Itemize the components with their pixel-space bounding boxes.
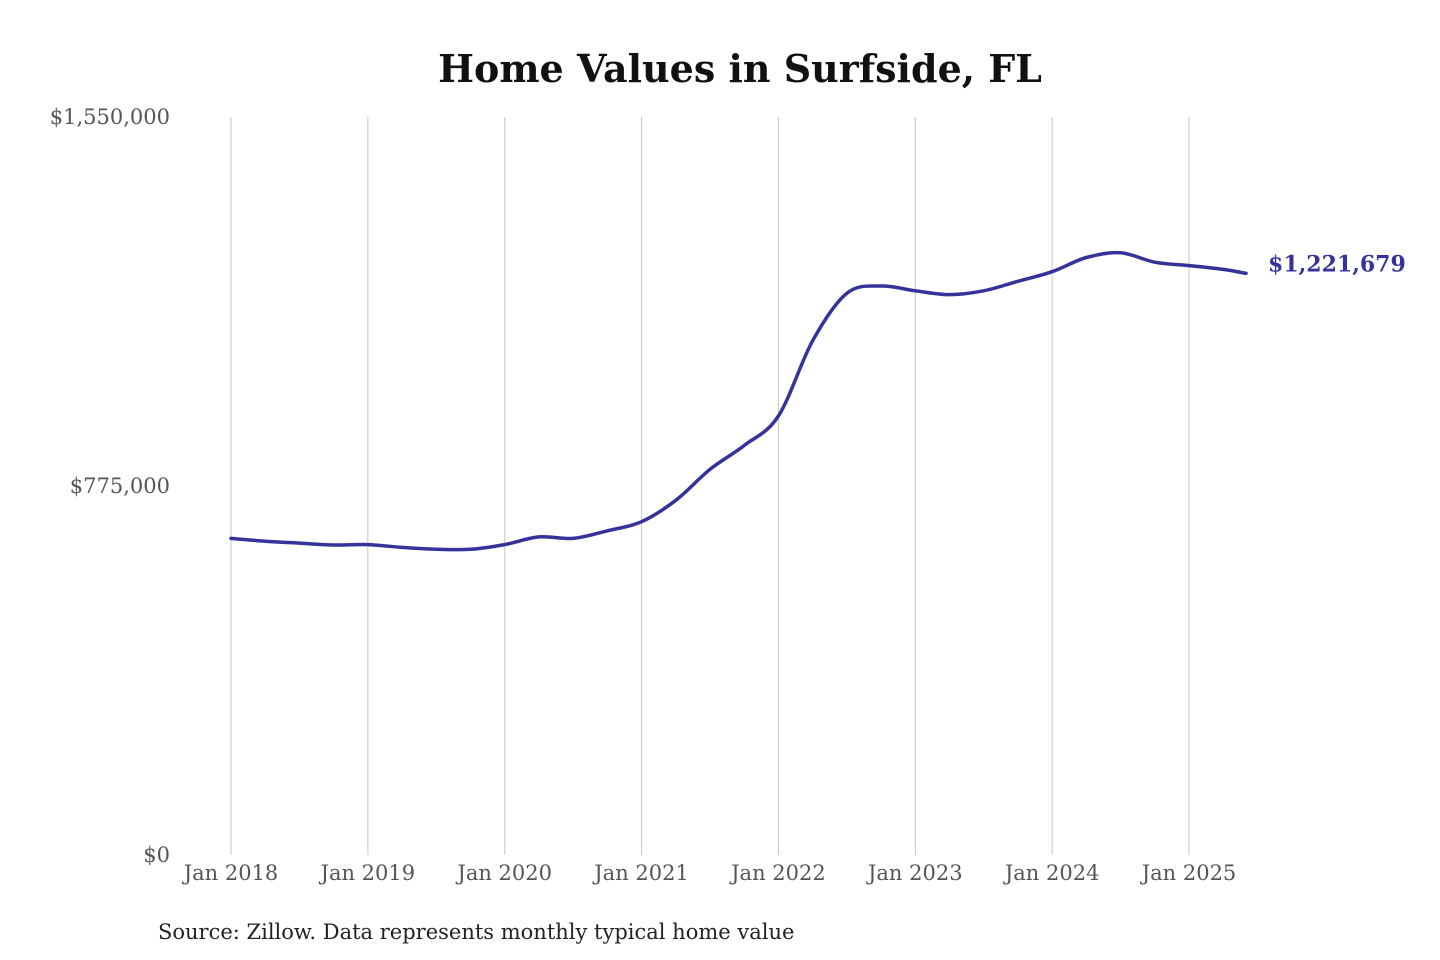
x-tick-label-5: Jan 2023 [866, 861, 963, 885]
source-note: Source: Zillow. Data represents monthly … [158, 920, 794, 944]
x-tick-label-4: Jan 2022 [729, 861, 826, 885]
y-tick-label-0: $0 [143, 843, 170, 867]
y-tick-label-2: $1,550,000 [50, 105, 170, 129]
x-tick-label-6: Jan 2024 [1003, 861, 1100, 885]
series-line [229, 250, 1248, 552]
x-tick-label-1: Jan 2019 [319, 861, 416, 885]
end-value-label: $1,221,679 [1268, 251, 1406, 277]
chart-title: Home Values in Surfside, FL [438, 46, 1042, 91]
grid-lines [230, 117, 1190, 855]
x-tick-label-2: Jan 2020 [455, 861, 552, 885]
y-tick-label-1: $775,000 [70, 474, 170, 498]
y-axis-ticks: $0 $775,000 $1,550,000 [50, 105, 170, 867]
x-tick-label-7: Jan 2025 [1140, 861, 1237, 885]
x-tick-label-0: Jan 2018 [182, 861, 279, 885]
series-layer [229, 250, 1248, 552]
x-tick-label-3: Jan 2021 [592, 861, 689, 885]
x-axis-ticks: Jan 2018 Jan 2019 Jan 2020 Jan 2021 Jan 2022… [182, 861, 1237, 885]
